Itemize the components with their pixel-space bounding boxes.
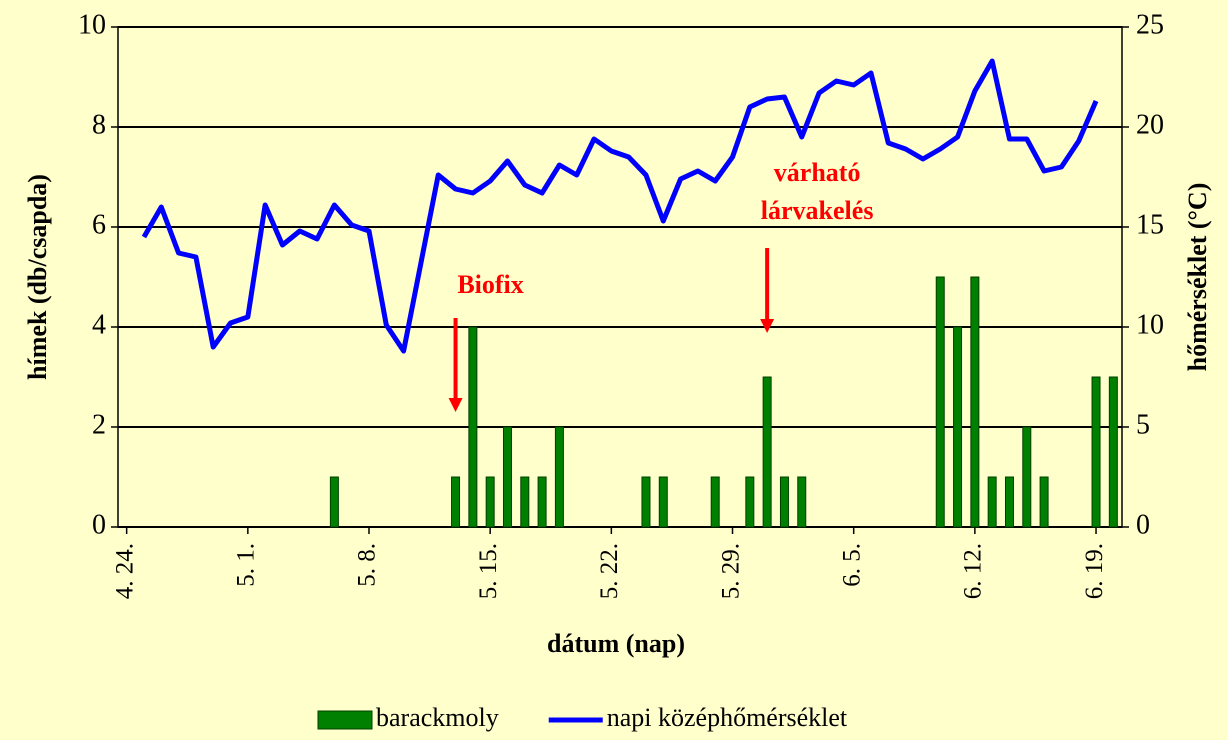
y-tick-label: 2 (92, 409, 106, 440)
annotation-arrowhead (760, 319, 775, 333)
bar (953, 326, 963, 528)
x-tick-label: 5. 8. (354, 543, 381, 587)
y2-tick-label: 0 (1136, 509, 1150, 540)
bar (779, 476, 789, 528)
bar (1039, 476, 1049, 528)
bar (641, 476, 651, 528)
x-tick-label: 5. 15. (475, 543, 502, 599)
annotation-arrowhead (448, 398, 463, 412)
bar (537, 476, 547, 528)
y-tick-label: 4 (92, 309, 106, 340)
bar (797, 476, 807, 528)
y2-tick-label: 15 (1136, 209, 1164, 240)
bar (502, 426, 512, 528)
x-axis-title: dátum (nap) (547, 629, 685, 658)
annotation: Biofix (457, 270, 523, 299)
x-tick-label: 4. 24. (111, 543, 138, 599)
y2-tick-label: 25 (1136, 9, 1164, 40)
legend: barackmoly napi középhőmérséklet (317, 703, 848, 732)
bar (520, 476, 530, 528)
bar (1108, 376, 1118, 528)
bar (1004, 476, 1014, 528)
x-tick-label: 6. 5. (838, 543, 865, 587)
annotation: lárvakelés (761, 196, 874, 225)
x-tick-label: 6. 19. (1081, 543, 1108, 599)
bar (658, 476, 668, 528)
annotation: várható (774, 158, 861, 187)
y-tick-label: 8 (92, 109, 106, 140)
bar (987, 476, 997, 528)
y2-axis-title: hőmérséklet (°C) (1183, 183, 1212, 372)
y2-tick-label: 10 (1136, 309, 1164, 340)
line (141, 58, 1099, 354)
x-tick-label: 5. 1. (233, 543, 260, 587)
bar (1091, 376, 1101, 528)
y2-tick-label: 20 (1136, 109, 1164, 140)
y-tick-label: 10 (78, 9, 106, 40)
x-tick-label: 6. 12. (960, 543, 987, 599)
y-tick-label: 0 (92, 509, 106, 540)
bar (554, 426, 564, 528)
bar (710, 476, 720, 528)
x-tick-label: 5. 29. (717, 543, 744, 599)
y-axis-title: hímek (db/csapda) (23, 174, 52, 380)
bar (935, 276, 945, 528)
legend-label: napi középhőmérséklet (607, 703, 848, 732)
y2-tick-label: 5 (1136, 409, 1150, 440)
bar (451, 476, 461, 528)
y-tick-label: 6 (92, 209, 106, 240)
x-tick-label: 5. 22. (596, 543, 623, 599)
bar (745, 476, 755, 528)
bar (1022, 426, 1032, 528)
bar (468, 326, 478, 528)
bar (762, 376, 772, 528)
bar (329, 476, 339, 528)
legend-label: barackmoly (376, 703, 499, 732)
bar (970, 276, 980, 528)
legend-swatch (317, 710, 373, 730)
bar (485, 476, 495, 528)
